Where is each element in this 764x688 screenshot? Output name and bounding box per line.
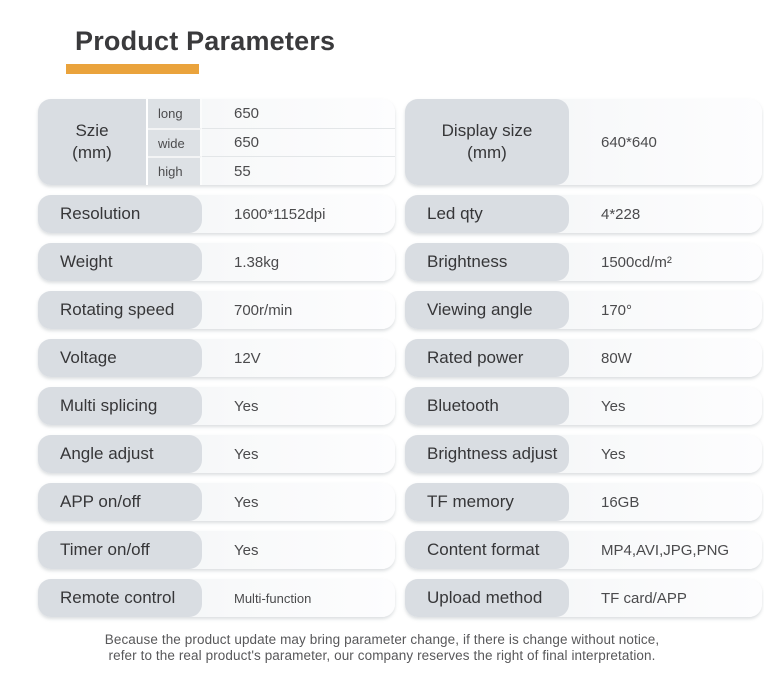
spec-value: 80W <box>601 349 632 367</box>
spec-label: Timer on/off <box>38 531 202 569</box>
spec-value: 1.38kg <box>234 253 280 271</box>
spec-value: Multi-function <box>234 590 312 606</box>
spec-value: 1600*1152dpi <box>234 205 326 223</box>
spec-label: Remote control <box>38 579 202 617</box>
size-label-unit: (mm) <box>72 143 112 162</box>
spec-value: 12V <box>234 349 261 367</box>
size-dim-value: 650 <box>202 127 395 157</box>
spec-label: Display size (mm) <box>405 99 569 185</box>
size-sub-row-long: long 650 <box>148 99 395 128</box>
display-size-label-text: Display size <box>441 120 533 140</box>
size-sub-row-wide: wide 650 <box>148 127 395 157</box>
spec-row-display-size: Display size (mm) 640*640 <box>405 99 762 185</box>
spec-column-left: Szie (mm) long 650 wide 650 high 55 <box>38 99 395 617</box>
spec-label: Bluetooth <box>405 387 569 425</box>
spec-label: Brightness <box>405 243 569 281</box>
spec-value: Yes <box>234 541 259 559</box>
spec-row-viewing-angle: Viewing angle 170° <box>405 291 762 329</box>
spec-value: 1500cd/m² <box>601 253 672 271</box>
spec-column-right: Display size (mm) 640*640 Led qty 4*228 … <box>405 99 762 617</box>
disclaimer: Because the product update may bring par… <box>0 632 764 664</box>
spec-label: Upload method <box>405 579 569 617</box>
size-dim-key: wide <box>148 127 202 157</box>
spec-label: Voltage <box>38 339 202 377</box>
size-label: Szie (mm) <box>38 99 148 185</box>
size-dim-value: 55 <box>202 156 395 185</box>
spec-label: APP on/off <box>38 483 202 521</box>
spec-label: Brightness adjust <box>405 435 569 473</box>
spec-row-bluetooth: Bluetooth Yes <box>405 387 762 425</box>
spec-value: 16GB <box>601 493 640 511</box>
spec-value: Yes <box>234 397 259 415</box>
spec-value: Yes <box>234 445 259 463</box>
spec-row-angle-adjust: Angle adjust Yes <box>38 435 395 473</box>
disclaimer-line-1: Because the product update may bring par… <box>104 632 660 647</box>
spec-value: 4*228 <box>601 205 641 223</box>
spec-value: MP4,AVI,JPG,PNG <box>601 541 730 559</box>
size-dimensions: long 650 wide 650 high 55 <box>148 99 395 186</box>
spec-row-multi-splicing: Multi splicing Yes <box>38 387 395 425</box>
disclaimer-line-2: refer to the real product's parameter, o… <box>108 648 656 663</box>
title-underline <box>66 64 199 74</box>
spec-row-timer-on-off: Timer on/off Yes <box>38 531 395 569</box>
spec-label: TF memory <box>405 483 569 521</box>
size-dim-value: 650 <box>234 104 260 122</box>
spec-row-resolution: Resolution 1600*1152dpi <box>38 195 395 233</box>
spec-label: Content format <box>405 531 569 569</box>
spec-label: Weight <box>38 243 202 281</box>
size-sub-row-high: high 55 <box>148 156 395 186</box>
size-dim-key: high <box>148 156 202 186</box>
spec-row-remote-control: Remote control Multi-function <box>38 579 395 617</box>
spec-value: TF card/APP <box>601 589 687 607</box>
spec-label: Led qty <box>405 195 569 233</box>
spec-label: Angle adjust <box>38 435 202 473</box>
page-title: Product Parameters <box>75 26 336 56</box>
spec-tables: Szie (mm) long 650 wide 650 high 55 <box>38 99 762 617</box>
spec-row-content-format: Content format MP4,AVI,JPG,PNG <box>405 531 762 569</box>
spec-row-brightness-adjust: Brightness adjust Yes <box>405 435 762 473</box>
spec-row-tf-memory: TF memory 16GB <box>405 483 762 521</box>
spec-row-upload-method: Upload method TF card/APP <box>405 579 762 617</box>
size-dim-key: long <box>148 99 202 128</box>
spec-row-led-qty: Led qty 4*228 <box>405 195 762 233</box>
spec-value: Yes <box>234 493 259 511</box>
spec-row-brightness: Brightness 1500cd/m² <box>405 243 762 281</box>
spec-label: Viewing angle <box>405 291 569 329</box>
spec-row-size: Szie (mm) long 650 wide 650 high 55 <box>38 99 395 186</box>
spec-label: Resolution <box>38 195 202 233</box>
spec-label: Rated power <box>405 339 569 377</box>
spec-value: 170° <box>601 301 633 319</box>
spec-label: Multi splicing <box>38 387 202 425</box>
spec-value: Yes <box>601 397 626 415</box>
spec-row-rotating-speed: Rotating speed 700r/min <box>38 291 395 329</box>
spec-value: Yes <box>601 445 626 463</box>
display-size-label-unit: (mm) <box>467 143 507 162</box>
spec-row-weight: Weight 1.38kg <box>38 243 395 281</box>
spec-row-app-on-off: APP on/off Yes <box>38 483 395 521</box>
spec-row-voltage: Voltage 12V <box>38 339 395 377</box>
spec-value: 700r/min <box>234 301 293 319</box>
size-label-text: Szie <box>75 120 109 140</box>
spec-value: 640*640 <box>601 133 657 151</box>
spec-row-rated-power: Rated power 80W <box>405 339 762 377</box>
spec-label: Rotating speed <box>38 291 202 329</box>
